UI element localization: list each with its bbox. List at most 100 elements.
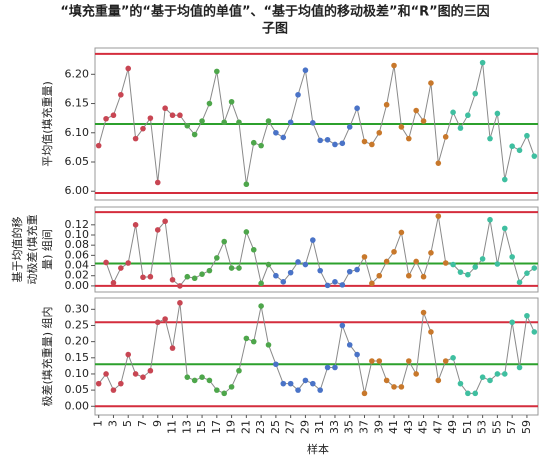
data-point — [346, 342, 353, 348]
data-point — [361, 138, 368, 145]
data-point — [420, 118, 427, 124]
data-point — [435, 377, 442, 384]
data-point — [177, 112, 183, 119]
data-point — [376, 129, 383, 136]
x-tick-label: 31 — [313, 420, 326, 434]
data-point — [258, 280, 264, 287]
data-point — [317, 267, 323, 274]
x-tick-label: 37 — [357, 420, 370, 434]
data-point — [221, 119, 228, 126]
data-point — [339, 282, 346, 288]
data-point — [206, 100, 213, 107]
data-point — [199, 374, 205, 380]
data-point — [376, 358, 383, 364]
data-point — [214, 255, 220, 261]
data-point — [118, 91, 124, 98]
data-point — [317, 137, 323, 144]
data-point — [221, 390, 228, 397]
y-tick-label: 0.02 — [65, 269, 90, 282]
data-point — [258, 303, 264, 309]
data-point — [250, 139, 257, 146]
x-tick-label: 55 — [490, 420, 503, 434]
plot-frame — [94, 297, 539, 416]
data-point — [472, 390, 479, 397]
data-point — [265, 118, 272, 124]
data-point — [332, 279, 338, 285]
data-point — [95, 380, 102, 387]
x-tick-label: 9 — [151, 420, 164, 427]
data-point — [524, 312, 530, 319]
data-point — [383, 101, 390, 108]
y-tick-label: 6.05 — [65, 155, 90, 168]
data-point — [184, 273, 191, 280]
data-point — [398, 229, 405, 236]
data-point — [243, 229, 250, 235]
data-point — [361, 254, 368, 260]
data-point — [324, 282, 331, 289]
data-point — [228, 265, 235, 271]
data-point — [354, 351, 360, 358]
data-point — [501, 225, 508, 232]
data-point — [509, 254, 515, 260]
data-point — [369, 358, 375, 364]
y-tick-label: 0.06 — [65, 248, 90, 261]
data-point — [169, 112, 176, 119]
x-tick-label: 53 — [476, 420, 489, 434]
y-tick-label: 6.00 — [65, 184, 90, 197]
data-point — [435, 160, 442, 166]
data-point — [132, 371, 139, 377]
data-point — [103, 115, 109, 122]
x-tick-label: 43 — [402, 420, 415, 434]
data-point — [494, 261, 501, 267]
series-line — [98, 302, 535, 394]
data-point — [442, 134, 449, 140]
data-point — [118, 265, 124, 271]
data-point — [391, 384, 397, 390]
data-point — [479, 59, 486, 66]
data-point — [450, 261, 456, 268]
y-axis-label: 动极差(填充重 — [25, 214, 39, 284]
data-point — [132, 222, 139, 228]
data-point — [494, 371, 501, 377]
data-point — [472, 264, 479, 270]
data-point — [354, 105, 360, 112]
data-point — [162, 316, 168, 322]
data-point — [125, 65, 132, 72]
data-point — [103, 371, 109, 377]
x-tick-label: 19 — [225, 420, 238, 434]
data-point — [265, 261, 272, 268]
data-point — [103, 259, 109, 266]
data-point — [413, 258, 419, 265]
data-point — [310, 237, 316, 243]
data-point — [501, 176, 508, 183]
data-point — [509, 143, 515, 150]
data-point — [361, 390, 368, 397]
x-axis-label: 样本 — [307, 442, 329, 456]
data-point — [442, 358, 449, 364]
data-point — [428, 250, 434, 256]
x-tick-label: 15 — [195, 420, 208, 434]
x-tick-label: 45 — [417, 420, 430, 434]
data-point — [369, 280, 375, 287]
data-point — [214, 68, 220, 75]
data-point — [516, 147, 523, 154]
data-point — [110, 280, 117, 286]
data-point — [398, 384, 405, 390]
data-point — [531, 265, 538, 271]
data-point — [524, 132, 530, 139]
y-axis-label: 平均值(填充重量) — [40, 81, 54, 167]
data-point — [287, 380, 294, 387]
y-tick-label: 0.25 — [65, 318, 90, 331]
data-point — [346, 268, 353, 275]
data-point — [405, 135, 412, 142]
x-tick-label: 1 — [92, 420, 105, 427]
y-tick-label: 0.12 — [65, 218, 90, 231]
data-point — [450, 354, 456, 361]
y-tick-label: 0.00 — [65, 399, 90, 412]
y-tick-label: 6.20 — [65, 67, 90, 80]
data-point — [405, 358, 412, 364]
data-point — [228, 98, 235, 105]
data-point — [287, 119, 294, 126]
x-tick-label: 23 — [254, 420, 267, 434]
